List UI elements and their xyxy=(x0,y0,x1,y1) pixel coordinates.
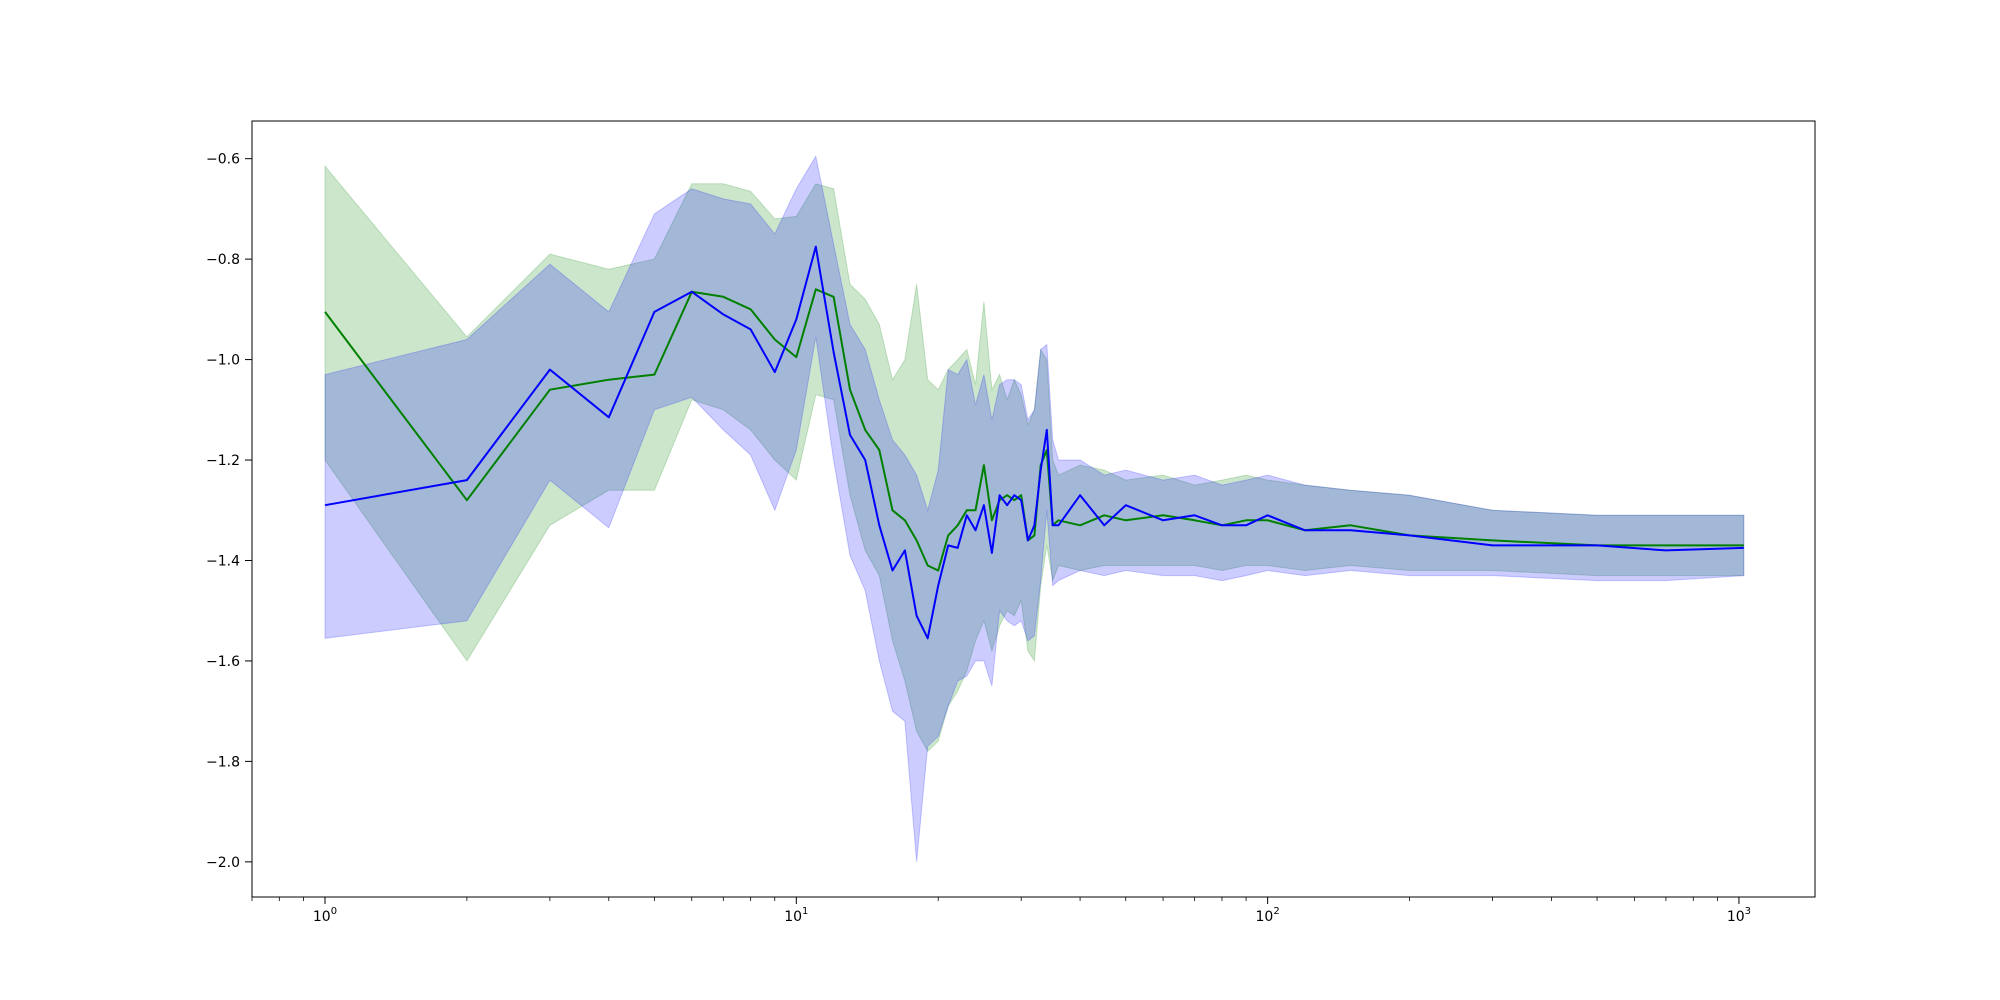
plot-area-frame xyxy=(251,120,1816,898)
series-1-band xyxy=(324,164,1745,753)
series-lines xyxy=(324,245,1744,640)
series-2-band xyxy=(324,154,1745,862)
x-tick-label: 100 xyxy=(313,906,337,925)
y-tick-label: −1.0 xyxy=(206,353,240,369)
series-2-line xyxy=(324,245,1744,640)
y-tick-label: −1.4 xyxy=(206,553,240,569)
y-tick-label: −0.6 xyxy=(206,152,240,168)
y-tick-label: −1.2 xyxy=(206,453,240,469)
confidence-bands xyxy=(324,154,1745,862)
x-tick-label: 102 xyxy=(1256,906,1280,925)
x-axis: 100 101 102 103 xyxy=(251,897,1751,925)
y-tick-label: −1.8 xyxy=(206,754,240,770)
y-axis: −0.6 −0.8 −1.0 −1.2 −1.4 −1.6 −1.8 −2.0 xyxy=(206,152,252,871)
y-tick-label: −0.8 xyxy=(206,252,240,268)
x-tick-label: 101 xyxy=(784,906,808,925)
y-tick-label: −2.0 xyxy=(206,855,240,871)
y-tick-label: −1.6 xyxy=(206,654,240,670)
series-1-line xyxy=(324,288,1744,572)
x-tick-label: 103 xyxy=(1727,906,1751,925)
